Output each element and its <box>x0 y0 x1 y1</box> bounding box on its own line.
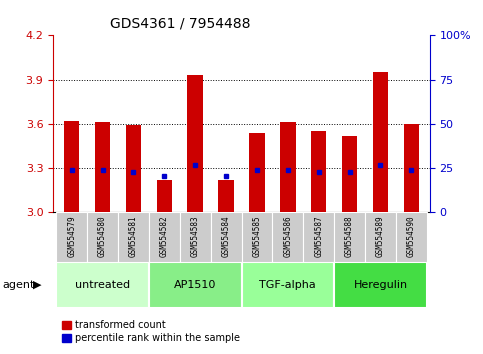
Bar <box>334 212 365 262</box>
Bar <box>118 212 149 262</box>
Text: GSM554588: GSM554588 <box>345 215 354 257</box>
Bar <box>149 212 180 262</box>
Text: AP1510: AP1510 <box>174 280 216 290</box>
Text: GSM554585: GSM554585 <box>253 215 261 257</box>
Bar <box>218 180 234 212</box>
Bar <box>303 212 334 262</box>
Text: GSM554589: GSM554589 <box>376 215 385 257</box>
Text: GSM554583: GSM554583 <box>191 215 199 257</box>
Bar <box>373 72 388 212</box>
Text: ▶: ▶ <box>33 280 42 290</box>
Text: GSM554590: GSM554590 <box>407 215 416 257</box>
Bar <box>149 262 242 308</box>
Text: GSM554587: GSM554587 <box>314 215 323 257</box>
Bar <box>156 180 172 212</box>
Bar <box>396 212 427 262</box>
Bar <box>56 212 87 262</box>
Bar <box>180 212 211 262</box>
Bar <box>365 212 396 262</box>
Bar <box>64 121 79 212</box>
Text: GSM554582: GSM554582 <box>160 215 169 257</box>
Bar <box>211 212 242 262</box>
Bar <box>126 125 141 212</box>
Bar <box>242 262 334 308</box>
Bar <box>342 136 357 212</box>
Bar <box>272 212 303 262</box>
Text: GSM554581: GSM554581 <box>129 215 138 257</box>
Bar <box>249 133 265 212</box>
Bar <box>87 212 118 262</box>
Text: GSM554579: GSM554579 <box>67 215 76 257</box>
Legend: transformed count, percentile rank within the sample: transformed count, percentile rank withi… <box>58 316 243 347</box>
Bar <box>404 124 419 212</box>
Bar <box>280 122 296 212</box>
Text: GSM554580: GSM554580 <box>98 215 107 257</box>
Text: GDS4361 / 7954488: GDS4361 / 7954488 <box>110 16 250 30</box>
Bar <box>334 262 427 308</box>
Text: Heregulin: Heregulin <box>354 280 408 290</box>
Bar <box>242 212 272 262</box>
Bar <box>311 131 327 212</box>
Bar <box>95 122 110 212</box>
Text: untreated: untreated <box>75 280 130 290</box>
Bar <box>187 75 203 212</box>
Text: TGF-alpha: TGF-alpha <box>259 280 316 290</box>
Text: GSM554586: GSM554586 <box>284 215 292 257</box>
Bar <box>56 262 149 308</box>
Text: agent: agent <box>2 280 35 290</box>
Text: GSM554584: GSM554584 <box>222 215 230 257</box>
